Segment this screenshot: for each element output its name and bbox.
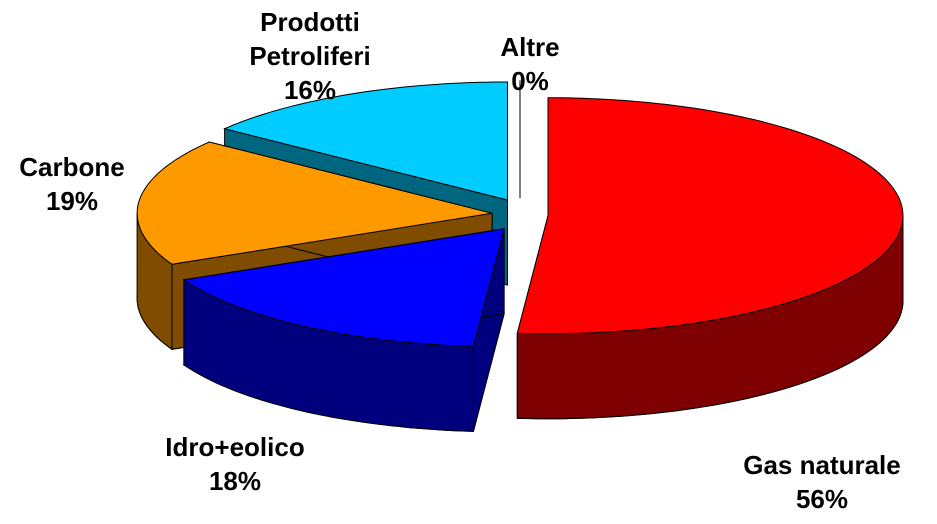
slice-label: Altre 0% bbox=[410, 30, 650, 98]
value-label: 16% bbox=[283, 75, 337, 105]
slice-top bbox=[182, 228, 505, 347]
slice bbox=[516, 97, 904, 420]
slice-top bbox=[516, 97, 904, 335]
value-label: 18% bbox=[208, 466, 262, 496]
value-label: 56% bbox=[795, 484, 849, 514]
slice-top bbox=[223, 81, 508, 201]
value-label: 19% bbox=[45, 186, 99, 216]
slice-label: Idro+eolico 18% bbox=[115, 430, 355, 498]
slice-label: Carbone 19% bbox=[0, 150, 192, 218]
slice bbox=[182, 228, 505, 432]
value-label: 0% bbox=[511, 66, 549, 96]
category-label: Altre bbox=[500, 32, 560, 62]
slice-top bbox=[136, 141, 493, 265]
category-label: Gas naturale bbox=[743, 450, 901, 480]
category-label: Prodotti Petroliferi bbox=[249, 7, 371, 71]
category-label: Idro+eolico bbox=[165, 432, 305, 462]
slice-label: Gas naturale 56% bbox=[702, 448, 937, 516]
slice-label: Prodotti Petroliferi 16% bbox=[230, 5, 390, 107]
category-label: Carbone bbox=[19, 152, 125, 182]
